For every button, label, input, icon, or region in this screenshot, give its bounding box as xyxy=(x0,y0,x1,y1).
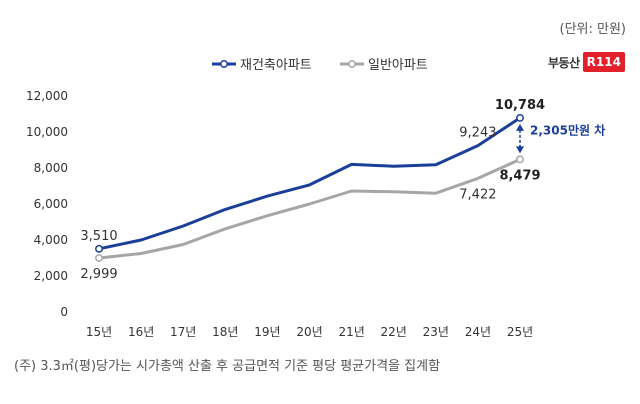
legend-label-2: 일반아파트 xyxy=(368,58,428,73)
data-label-0: 3,510 xyxy=(80,229,117,244)
series-1-point-0 xyxy=(95,244,103,253)
legend-label-1: 재건축아파트 xyxy=(240,58,312,73)
r114-logo: 부동산 R114 xyxy=(548,50,625,74)
data-label-1: 9,243 xyxy=(459,126,496,141)
diff-annotation-label: 2,305만원 차 xyxy=(530,123,605,138)
x-tick-label-5: 20년 xyxy=(296,325,322,339)
unit-label: (단위: 만원) xyxy=(559,22,627,37)
series-1-point-10 xyxy=(516,113,524,122)
series-line-1 xyxy=(98,116,521,251)
legend-marker-1 xyxy=(220,60,228,68)
x-tick-label-8: 23년 xyxy=(423,325,449,339)
series-2-point-10 xyxy=(516,155,524,164)
data-label-3: 2,999 xyxy=(80,267,117,282)
x-tick-label-9: 24년 xyxy=(465,325,491,339)
x-tick-label-10: 25년 xyxy=(507,325,533,339)
y-tick-label-2: 4,000 xyxy=(34,233,68,247)
line-chart: 재건축아파트 일반아파트 0 2,000 4,000 6,000 8,000 10,000 12… xyxy=(26,58,605,339)
x-tick-label-7: 22년 xyxy=(381,325,407,339)
y-tick-label-3: 6,000 xyxy=(34,197,68,211)
x-tick-label-2: 17년 xyxy=(170,325,196,339)
y-tick-label-4: 8,000 xyxy=(34,161,68,175)
logo-mark: R114 xyxy=(582,52,625,72)
x-tick-label-4: 19년 xyxy=(254,325,280,339)
diff-arrow-up-head xyxy=(516,123,524,131)
y-tick-label-1: 2,000 xyxy=(34,269,68,283)
legend-marker-2 xyxy=(348,60,356,68)
y-tick-label-5: 10,000 xyxy=(26,125,68,139)
x-tick-label-3: 18년 xyxy=(212,325,238,339)
y-tick-label-0: 0 xyxy=(60,305,68,319)
y-tick-label-6: 12,000 xyxy=(26,89,68,103)
footnote: (주) 3.3㎡(평)당가는 시가총액 산출 후 공급면적 기준 평당 평균가격… xyxy=(14,359,441,374)
x-tick-label-6: 21년 xyxy=(338,325,364,339)
series-2-point-0 xyxy=(95,254,103,262)
data-label-2: 10,784 xyxy=(495,98,545,113)
diff-arrow-down-head xyxy=(516,146,524,154)
data-label-4: 7,422 xyxy=(459,187,496,202)
x-tick-label-1: 16년 xyxy=(128,325,154,339)
series-line-2 xyxy=(98,158,521,260)
logo-text: 부동산 xyxy=(548,55,580,70)
x-tick-label-0: 15년 xyxy=(86,325,112,339)
data-label-5: 8,479 xyxy=(499,168,540,183)
